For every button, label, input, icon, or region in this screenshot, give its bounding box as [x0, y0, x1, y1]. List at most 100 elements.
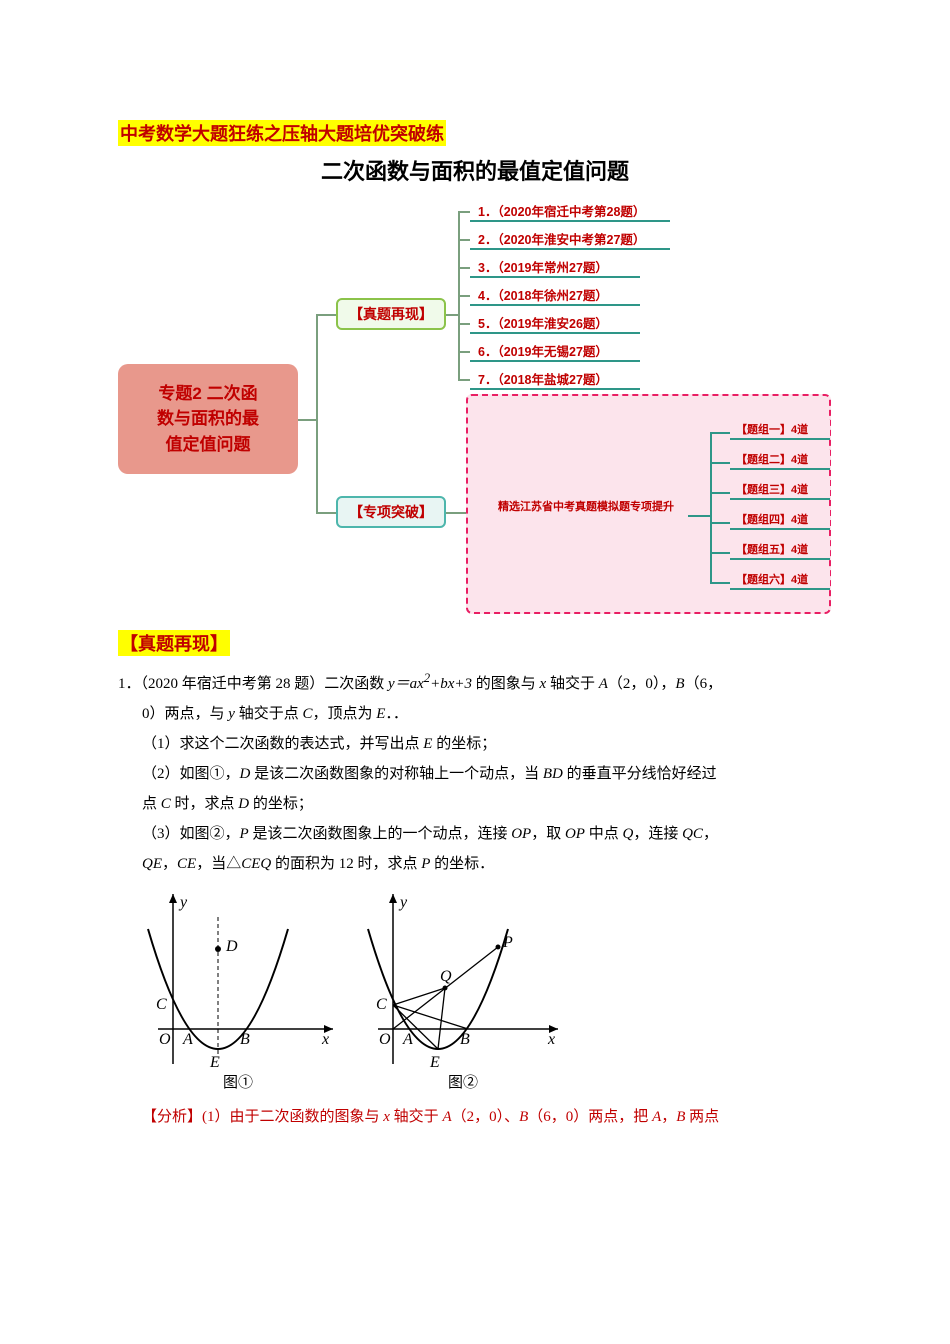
- text: D: [240, 766, 251, 782]
- svg-text:x: x: [321, 1031, 329, 1048]
- text: 的面积为 12 时，求点: [271, 856, 421, 872]
- text: 的坐标；: [249, 796, 313, 812]
- text: ，取: [531, 826, 565, 842]
- connector: [458, 351, 470, 353]
- text: y＝ax: [388, 676, 424, 692]
- text: 的坐标；: [432, 736, 496, 752]
- text: QE: [142, 856, 162, 872]
- text: ，连接: [633, 826, 682, 842]
- group-label: 【题组三】4道: [736, 481, 808, 497]
- svg-text:C: C: [376, 996, 387, 1013]
- text: C: [302, 706, 312, 722]
- question-group: 【题组二】4道: [730, 450, 830, 470]
- text: （2）如图①，: [142, 766, 240, 782]
- analysis-block: 【分析】(1）由于二次函数的图象与 x 轴交于 A（2，0）、B（6，0）两点，…: [118, 1102, 832, 1132]
- connector: [710, 522, 730, 524]
- text: ，: [661, 1109, 676, 1125]
- svg-text:E: E: [429, 1054, 440, 1069]
- mindmap-item: 7．（2018年盐城27题）: [470, 368, 640, 390]
- mindmap-item: 5．（2019年淮安26题）: [470, 312, 640, 334]
- connector: [316, 314, 318, 512]
- problem-q3b: QE，CE，当△CEQ 的面积为 12 时，求点 P 的坐标．: [118, 849, 832, 879]
- problem-q2b: 点 C 时，求点 D 的坐标；: [118, 789, 832, 819]
- text: ，当△: [196, 856, 241, 872]
- svg-text:B: B: [240, 1031, 250, 1048]
- text: （6，: [685, 676, 723, 692]
- connector: [458, 239, 470, 241]
- figure-1-caption: 图①: [138, 1071, 338, 1092]
- text: OP: [565, 826, 585, 842]
- mindmap-root-node: 专题2 二次函 数与面积的最 值定值问题: [118, 364, 298, 474]
- connector: [316, 512, 336, 514]
- group-label: 【题组四】4道: [736, 511, 808, 527]
- text: 轴交于: [546, 676, 599, 692]
- connector: [458, 295, 470, 297]
- svg-text:P: P: [502, 934, 513, 951]
- text: （3）如图②，: [142, 826, 240, 842]
- svg-text:x: x: [547, 1031, 555, 1048]
- connector: [688, 515, 710, 517]
- parabola-graph-1: y x O A B C E D: [138, 889, 338, 1069]
- parabola-graph-2: y x O A B C E P Q: [358, 889, 568, 1069]
- group-label: 【题组五】4道: [736, 541, 808, 557]
- connector: [458, 379, 470, 381]
- text: A: [599, 676, 608, 692]
- connector: [458, 267, 470, 269]
- text: B: [519, 1109, 528, 1125]
- section-label: 【真题再现】: [118, 630, 230, 656]
- text: ，: [162, 856, 177, 872]
- question-group: 【题组四】4道: [730, 510, 830, 530]
- svg-text:D: D: [225, 938, 238, 955]
- connector: [316, 314, 336, 316]
- text: （6，0）两点，把: [528, 1109, 652, 1125]
- group-label: 【题组二】4道: [736, 451, 808, 467]
- connector: [710, 582, 730, 584]
- branch-label: 【专项突破】: [349, 502, 433, 522]
- text: QC: [682, 826, 703, 842]
- problem-block: 1．（2020 年宿迁中考第 28 题）二次函数 y＝ax2+bx+3 的图象与…: [118, 666, 832, 879]
- text: CE: [177, 856, 196, 872]
- item-label: 1．（2020年宿迁中考第28题）: [478, 201, 645, 220]
- item-label: 4．（2018年徐州27题）: [478, 285, 608, 304]
- text: （2，0）、: [452, 1109, 520, 1125]
- mindmap: 专题2 二次函 数与面积的最 值定值问题 【真题再现】 【专项突破】 1．（20…: [118, 200, 832, 620]
- text: 点: [142, 796, 161, 812]
- mindmap-branch-special: 【专项突破】: [336, 496, 446, 528]
- text: 【分析】(1）由于二次函数的图象与: [142, 1109, 383, 1125]
- question-group: 【题组六】4道: [730, 570, 830, 590]
- connector: [446, 512, 466, 514]
- text: B: [675, 676, 684, 692]
- text: ，顶点为: [312, 706, 376, 722]
- text: 时，求点: [171, 796, 239, 812]
- text: 的垂直平分线恰好经过: [563, 766, 717, 782]
- connector: [446, 314, 458, 316]
- figure-2: y x O A B C E P Q 图②: [358, 889, 568, 1092]
- text: A: [442, 1109, 451, 1125]
- text: 1．（2020 年宿迁中考第 28 题）二次函数: [118, 676, 388, 692]
- svg-text:B: B: [460, 1031, 470, 1048]
- svg-text:y: y: [178, 894, 188, 911]
- svg-text:O: O: [159, 1031, 171, 1048]
- mindmap-root-label: 专题2 二次函 数与面积的最 值定值问题: [157, 381, 259, 458]
- branch-label: 【真题再现】: [349, 304, 433, 324]
- pink-panel-text: 精选江苏省中考真题模拟题专项提升: [498, 498, 674, 514]
- text: C: [161, 796, 171, 812]
- connector: [458, 323, 470, 325]
- text: P: [421, 856, 430, 872]
- svg-text:Q: Q: [440, 968, 452, 985]
- text: 中点: [585, 826, 623, 842]
- svg-text:C: C: [156, 996, 167, 1013]
- item-label: 3．（2019年常州27题）: [478, 257, 608, 276]
- text: 轴交于点: [235, 706, 303, 722]
- text: +bx+3: [430, 676, 472, 692]
- text: 轴交于: [390, 1109, 443, 1125]
- text: 是该二次函数图象的对称轴上一个动点，当: [250, 766, 543, 782]
- text: OP: [511, 826, 531, 842]
- connector: [710, 552, 730, 554]
- mindmap-item: 4．（2018年徐州27题）: [470, 284, 640, 306]
- text: BD: [543, 766, 563, 782]
- text: P: [240, 826, 249, 842]
- problem-q1: （1）求这个二次函数的表达式，并写出点 E 的坐标；: [118, 729, 832, 759]
- svg-text:y: y: [398, 894, 408, 911]
- text: y: [228, 706, 235, 722]
